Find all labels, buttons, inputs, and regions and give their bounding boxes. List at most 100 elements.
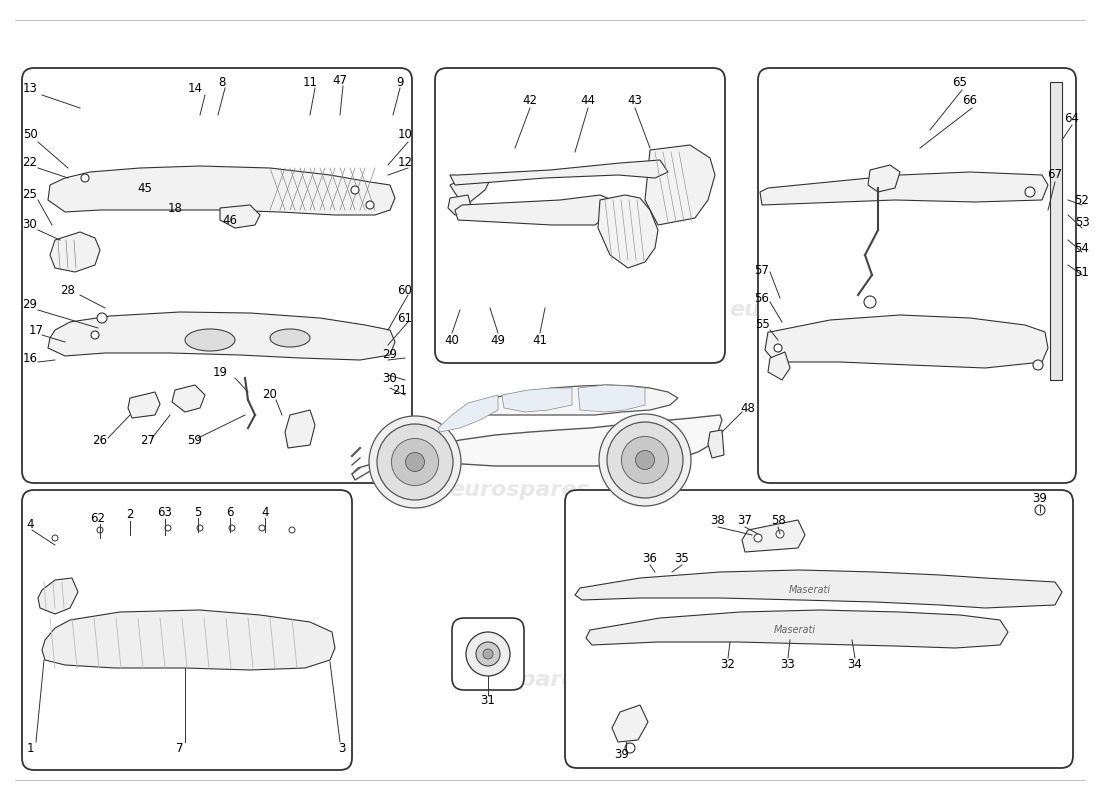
Polygon shape bbox=[425, 385, 678, 448]
Circle shape bbox=[483, 649, 493, 659]
Text: 39: 39 bbox=[1033, 491, 1047, 505]
Text: 43: 43 bbox=[628, 94, 642, 106]
Text: eurospares: eurospares bbox=[729, 300, 870, 320]
Polygon shape bbox=[172, 385, 205, 412]
Polygon shape bbox=[760, 172, 1048, 205]
Text: 2: 2 bbox=[126, 509, 134, 522]
Polygon shape bbox=[285, 410, 315, 448]
Polygon shape bbox=[450, 160, 668, 185]
Text: 51: 51 bbox=[1075, 266, 1089, 278]
Circle shape bbox=[52, 535, 58, 541]
Text: 48: 48 bbox=[740, 402, 756, 414]
Circle shape bbox=[636, 450, 654, 470]
Circle shape bbox=[368, 416, 461, 508]
Text: 7: 7 bbox=[176, 742, 184, 754]
Circle shape bbox=[406, 453, 425, 471]
Text: 16: 16 bbox=[22, 351, 37, 365]
Text: eurospares: eurospares bbox=[729, 610, 870, 630]
Circle shape bbox=[289, 527, 295, 533]
Circle shape bbox=[1033, 360, 1043, 370]
Circle shape bbox=[776, 530, 784, 538]
Circle shape bbox=[466, 632, 510, 676]
Text: 25: 25 bbox=[23, 189, 37, 202]
Text: 3: 3 bbox=[339, 742, 345, 754]
Ellipse shape bbox=[270, 329, 310, 347]
Text: 33: 33 bbox=[781, 658, 795, 671]
Circle shape bbox=[229, 525, 235, 531]
Text: eurospares: eurospares bbox=[450, 480, 591, 500]
Text: 53: 53 bbox=[1075, 215, 1089, 229]
Text: 61: 61 bbox=[397, 311, 412, 325]
Text: 42: 42 bbox=[522, 94, 538, 106]
Circle shape bbox=[1035, 505, 1045, 515]
Text: 13: 13 bbox=[23, 82, 37, 94]
Text: 11: 11 bbox=[302, 75, 318, 89]
Text: 62: 62 bbox=[90, 511, 106, 525]
Text: 31: 31 bbox=[481, 694, 495, 706]
Text: 67: 67 bbox=[1047, 169, 1063, 182]
Text: 34: 34 bbox=[848, 658, 862, 671]
Text: 36: 36 bbox=[642, 551, 658, 565]
Text: 4: 4 bbox=[26, 518, 34, 531]
Circle shape bbox=[258, 525, 265, 531]
Circle shape bbox=[81, 174, 89, 182]
Text: 9: 9 bbox=[396, 75, 404, 89]
Polygon shape bbox=[50, 232, 100, 272]
Text: Maserati: Maserati bbox=[789, 585, 832, 595]
Polygon shape bbox=[450, 175, 490, 202]
Polygon shape bbox=[455, 195, 612, 225]
Text: 28: 28 bbox=[60, 283, 76, 297]
Text: 58: 58 bbox=[771, 514, 785, 526]
Text: 27: 27 bbox=[141, 434, 155, 446]
Text: 10: 10 bbox=[397, 129, 412, 142]
Text: 30: 30 bbox=[23, 218, 37, 231]
Text: 35: 35 bbox=[674, 551, 690, 565]
Polygon shape bbox=[448, 195, 472, 215]
Polygon shape bbox=[438, 395, 498, 432]
Polygon shape bbox=[1050, 82, 1062, 380]
Polygon shape bbox=[128, 392, 160, 418]
Text: 59: 59 bbox=[188, 434, 202, 446]
Text: eurospares: eurospares bbox=[450, 670, 591, 690]
Circle shape bbox=[864, 296, 876, 308]
Text: 45: 45 bbox=[138, 182, 153, 194]
Text: 47: 47 bbox=[332, 74, 348, 86]
Text: 57: 57 bbox=[755, 263, 769, 277]
Text: eurospares: eurospares bbox=[89, 300, 230, 320]
Circle shape bbox=[476, 642, 501, 666]
Polygon shape bbox=[48, 166, 395, 215]
FancyBboxPatch shape bbox=[452, 618, 524, 690]
Polygon shape bbox=[612, 705, 648, 742]
Polygon shape bbox=[39, 578, 78, 614]
Text: 8: 8 bbox=[218, 75, 226, 89]
Text: 49: 49 bbox=[491, 334, 506, 346]
Text: 39: 39 bbox=[615, 749, 629, 762]
Circle shape bbox=[91, 331, 99, 339]
Circle shape bbox=[366, 201, 374, 209]
Text: 14: 14 bbox=[187, 82, 202, 94]
Polygon shape bbox=[742, 520, 805, 552]
FancyBboxPatch shape bbox=[434, 68, 725, 363]
Text: 5: 5 bbox=[195, 506, 201, 518]
Text: 55: 55 bbox=[755, 318, 769, 331]
Circle shape bbox=[625, 743, 635, 753]
Polygon shape bbox=[42, 610, 336, 670]
Text: 30: 30 bbox=[383, 371, 397, 385]
Polygon shape bbox=[575, 570, 1062, 608]
Text: 56: 56 bbox=[755, 291, 769, 305]
Polygon shape bbox=[645, 145, 715, 225]
Text: 6: 6 bbox=[227, 506, 233, 518]
Circle shape bbox=[97, 527, 103, 533]
Text: 29: 29 bbox=[383, 349, 397, 362]
Text: 20: 20 bbox=[263, 389, 277, 402]
Text: 52: 52 bbox=[1075, 194, 1089, 206]
Circle shape bbox=[197, 525, 204, 531]
Circle shape bbox=[392, 438, 439, 486]
Circle shape bbox=[165, 525, 170, 531]
Circle shape bbox=[1025, 187, 1035, 197]
Polygon shape bbox=[764, 315, 1048, 368]
Text: 50: 50 bbox=[23, 129, 37, 142]
Circle shape bbox=[774, 344, 782, 352]
Circle shape bbox=[377, 424, 453, 500]
Polygon shape bbox=[352, 415, 722, 480]
